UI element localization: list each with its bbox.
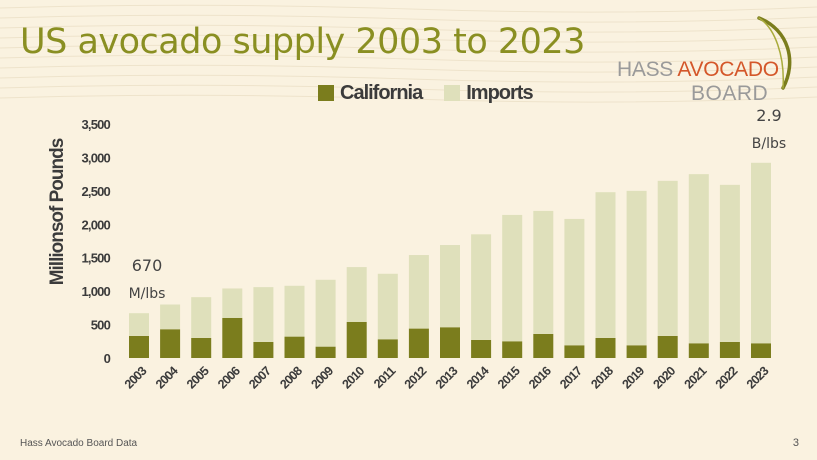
legend-label-california: California: [340, 81, 423, 104]
avocado-leaf-icon: [757, 16, 792, 90]
bar-california-2007: [253, 341, 274, 358]
x-tick-label-2023: 2023: [744, 364, 772, 392]
x-tick-label-2011: 2011: [371, 364, 398, 391]
bar-imports-2007: [253, 287, 274, 342]
legend-item-imports: Imports: [444, 81, 534, 105]
bar-imports-2023: [751, 162, 771, 344]
bar-california-2010: [346, 321, 367, 358]
bar-california-2005: [191, 337, 212, 358]
x-tick-label-2018: 2018: [588, 364, 616, 392]
y-tick-labels: 0 500 1,000 1,500 2,000 2,500 3,000 3,500: [81, 117, 111, 366]
bar-imports-2016: [533, 210, 554, 334]
annotation-unit-2003: M/lbs: [129, 286, 166, 302]
x-tick-label-2006: 2006: [215, 364, 243, 392]
y-tick-label-3000: 3,000: [81, 150, 110, 165]
y-tick-label-2500: 2,500: [81, 184, 110, 199]
x-tick-label-2017: 2017: [557, 364, 585, 392]
x-tick-label-2008: 2008: [277, 364, 305, 392]
y-axis-title: Millionsof Pounds: [47, 138, 68, 285]
annotation-value-2023: 2.9: [756, 106, 781, 125]
logo-top-line: HASS AVOCADO: [617, 58, 779, 82]
page-title: US avocado supply 2003 to 2023: [20, 22, 585, 62]
y-tick-label-0: 0: [104, 351, 111, 366]
bar-california-2006: [222, 317, 243, 358]
x-tick-label-2013: 2013: [433, 364, 461, 392]
x-tick-label-2003: 2003: [122, 364, 150, 392]
logo-text-board: BOARD: [691, 82, 769, 105]
x-tick-label-2021: 2021: [682, 364, 710, 392]
annotation-value-2003: 670: [132, 256, 163, 275]
annotation-unit-2023: B/lbs: [752, 136, 786, 152]
bar-imports-2021: [688, 174, 709, 344]
bar-california-2012: [408, 328, 429, 358]
bar-imports-2015: [502, 214, 523, 342]
bar-imports-2018: [595, 192, 616, 338]
bar-california-2017: [564, 345, 585, 358]
x-tick-label-2015: 2015: [495, 364, 523, 392]
bar-imports-2022: [719, 184, 740, 342]
x-tick-label-2019: 2019: [619, 364, 647, 392]
x-tick-label-2010: 2010: [340, 364, 368, 392]
bar-california-2021: [688, 343, 709, 358]
y-tick-label-3500: 3,500: [81, 117, 110, 132]
bar-california-2022: [719, 341, 740, 358]
footer-source: Hass Avocado Board Data: [20, 438, 138, 449]
chart-legend: California Imports: [318, 80, 555, 106]
bar-imports-2008: [284, 285, 305, 337]
bar-california-2004: [160, 329, 181, 358]
bar-california-2011: [377, 339, 398, 358]
legend-label-imports: Imports: [466, 81, 533, 104]
bar-imports-2009: [315, 279, 336, 347]
bar-california-2014: [471, 339, 492, 358]
bar-imports-2012: [408, 255, 429, 329]
x-tick-label-2007: 2007: [246, 364, 274, 392]
x-tick-label-2012: 2012: [402, 364, 430, 392]
bar-imports-2011: [377, 273, 398, 340]
bar-california-2019: [626, 345, 647, 358]
page-number: 3: [792, 437, 799, 449]
y-tick-label-500: 500: [91, 318, 111, 333]
y-tick-label-1500: 1,500: [81, 251, 110, 266]
bar-imports-2004: [160, 304, 181, 330]
legend-item-california: California: [318, 81, 423, 105]
bar-california-2018: [595, 337, 616, 358]
x-tick-label-2022: 2022: [713, 364, 741, 392]
bar-california-2008: [284, 336, 305, 358]
y-axis-title-group: Millionsof Pounds: [47, 138, 68, 285]
x-tick-label-2014: 2014: [464, 364, 492, 392]
y-tick-label-1000: 1,000: [81, 284, 110, 299]
bar-imports-2005: [191, 297, 212, 338]
x-tick-label-2020: 2020: [651, 364, 679, 392]
y-tick-label-2000: 2,000: [81, 217, 110, 232]
bar-california-2003: [129, 335, 149, 358]
bar-imports-2006: [222, 288, 243, 318]
hass-avocado-board-logo: HASS AVOCADO BOARD: [605, 16, 805, 108]
x-tick-label-2016: 2016: [526, 364, 554, 392]
x-tick-labels: 2003 2004 2005 2006 2007 2008 2009 2010 2011 2012…: [122, 364, 772, 392]
logo-text-hass: HASS: [617, 58, 673, 81]
wave-background: [0, 4, 817, 103]
bar-california-2013: [440, 327, 460, 358]
bar-california-2015: [502, 341, 523, 358]
bar-california-2023: [751, 343, 771, 358]
legend-swatch-california: [318, 85, 334, 101]
bars-group: [129, 162, 771, 358]
bar-imports-2010: [346, 267, 367, 322]
bar-california-2016: [533, 333, 554, 358]
bar-imports-2014: [471, 234, 492, 340]
bar-california-2009: [315, 346, 336, 358]
legend-swatch-imports: [444, 85, 461, 101]
bar-imports-2003: [129, 313, 149, 336]
annotations-group: 670 M/lbs 2.9 B/lbs: [129, 106, 787, 302]
bar-imports-2020: [657, 180, 678, 336]
x-tick-label-2005: 2005: [184, 364, 212, 392]
bar-imports-2013: [440, 245, 460, 328]
x-tick-label-2009: 2009: [308, 364, 336, 392]
bar-imports-2019: [626, 190, 647, 346]
logo-text-avocado: AVOCADO: [677, 58, 779, 81]
x-tick-label-2004: 2004: [153, 364, 181, 392]
bar-california-2020: [657, 335, 678, 358]
bar-imports-2017: [564, 218, 585, 346]
